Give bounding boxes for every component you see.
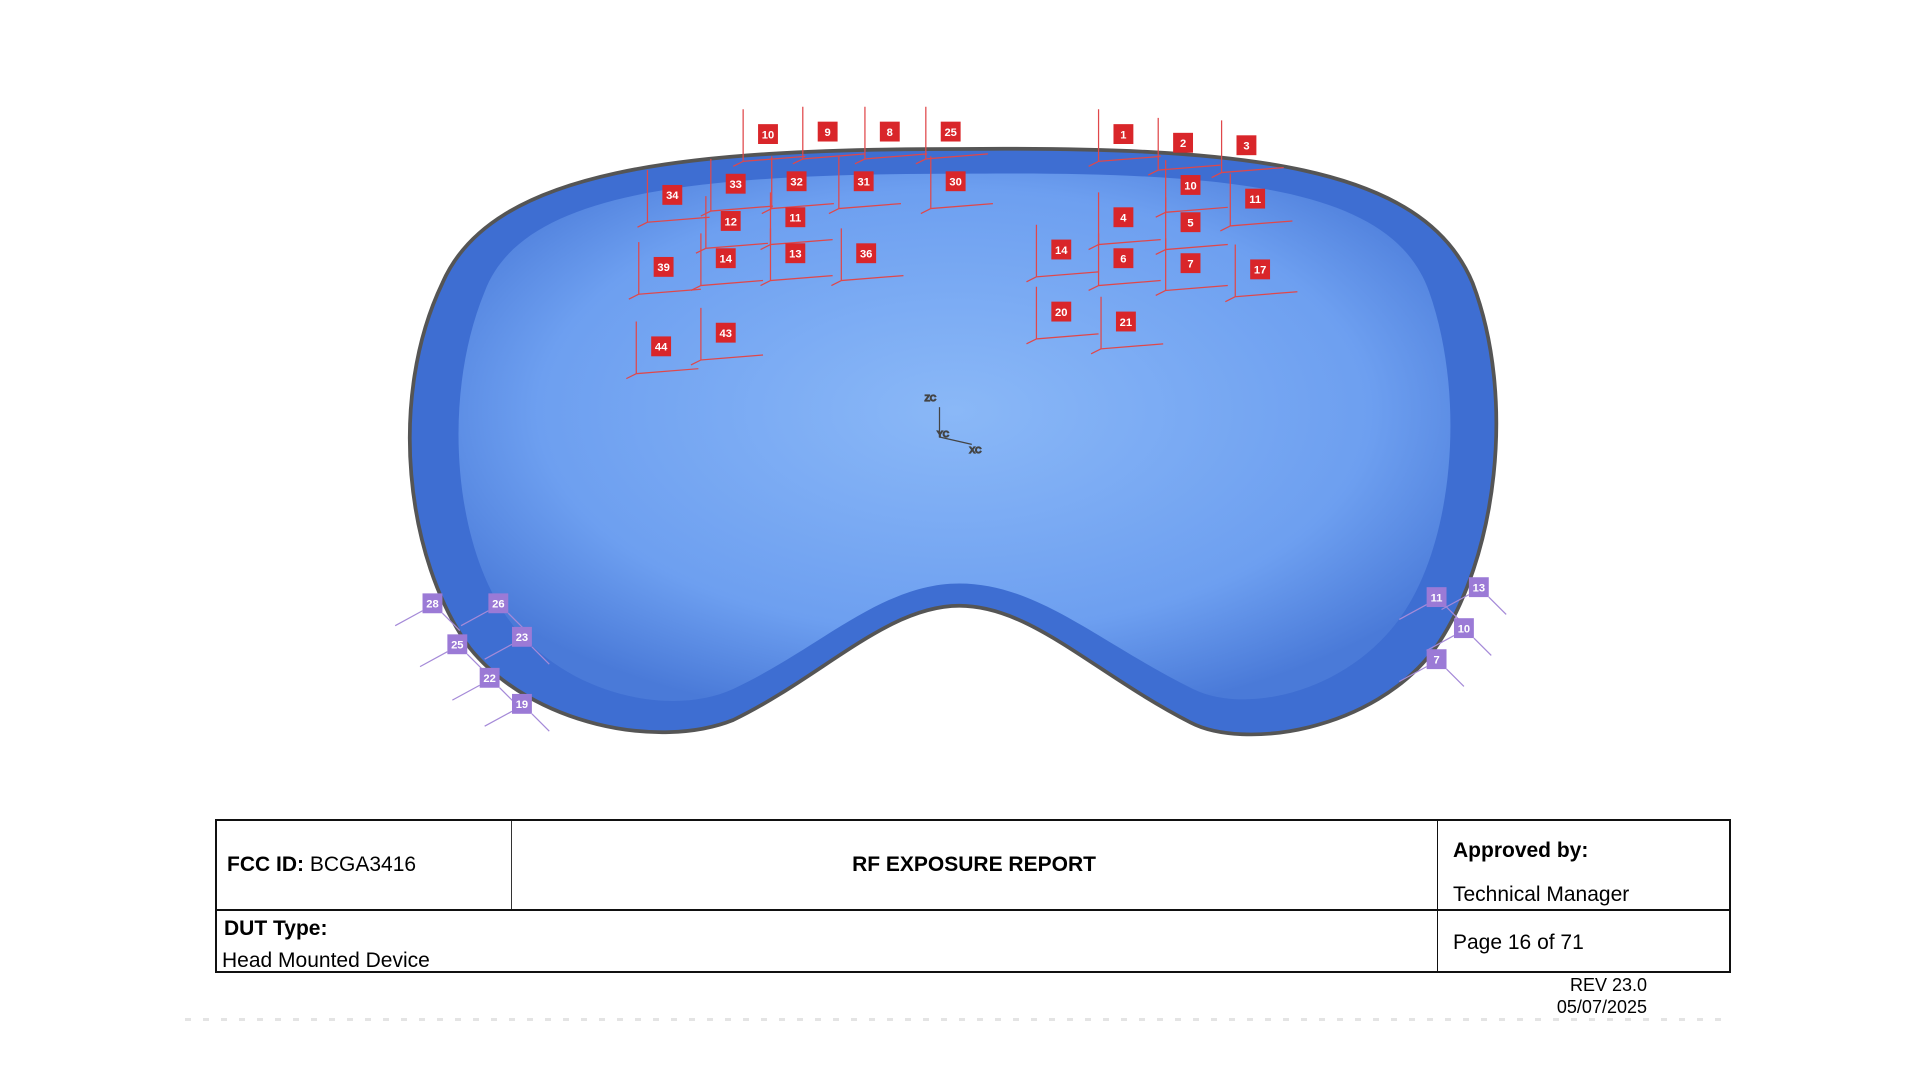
marker-number: 12 xyxy=(725,216,737,228)
red-marker: 4 xyxy=(1088,192,1161,251)
red-marker: 14 xyxy=(690,233,764,292)
purple-marker: 10 xyxy=(1426,618,1492,656)
marker-number: 30 xyxy=(949,177,961,189)
purple-marker: 13 xyxy=(1441,577,1507,615)
purple-marker: 26 xyxy=(460,593,527,632)
approved-by-value: Technical Manager xyxy=(1453,883,1630,906)
faint-footnote-line xyxy=(185,1018,1725,1021)
red-marker: 12 xyxy=(695,196,769,254)
red-marker: 13 xyxy=(760,228,833,287)
marker-number: 13 xyxy=(1473,583,1485,595)
report-footer-table: FCC ID: BCGA3416 RF EXPOSURE REPORT Appr… xyxy=(215,819,1731,973)
red-marker: 36 xyxy=(831,228,904,287)
marker-number: 33 xyxy=(729,179,741,191)
marker-number: 7 xyxy=(1433,655,1439,667)
marker-number: 21 xyxy=(1120,317,1132,329)
red-marker: 39 xyxy=(628,242,701,300)
red-marker: 10 xyxy=(1155,160,1228,218)
red-marker: 20 xyxy=(1026,286,1099,345)
axis-label-xc: XC xyxy=(969,445,981,455)
red-marker: 44 xyxy=(626,321,699,380)
marker-number: 13 xyxy=(789,249,801,261)
marker-number: 17 xyxy=(1254,265,1266,277)
marker-number: 2 xyxy=(1180,138,1186,150)
marker-number: 9 xyxy=(825,127,831,139)
red-marker: 7 xyxy=(1155,238,1228,297)
report-title: RF EXPOSURE REPORT xyxy=(852,853,1096,876)
marker-number: 11 xyxy=(1249,194,1261,206)
marker-number: 28 xyxy=(426,599,438,611)
dut-type-value: Head Mounted Device xyxy=(222,949,430,972)
purple-marker: 28 xyxy=(394,593,461,632)
fcc-id-label: FCC ID: xyxy=(227,853,304,876)
marker-number: 6 xyxy=(1120,254,1126,266)
red-marker: 31 xyxy=(828,156,902,215)
marker-number: 23 xyxy=(516,632,528,644)
marker-number: 5 xyxy=(1187,218,1193,230)
red-marker: 10 xyxy=(732,109,806,167)
marker-number: 1 xyxy=(1120,129,1126,141)
red-marker: 30 xyxy=(920,156,993,215)
purple-marker: 25 xyxy=(419,634,486,673)
marker-number: 39 xyxy=(657,262,669,274)
red-marker: 32 xyxy=(761,156,834,215)
axis-label-zc: ZC xyxy=(925,393,937,403)
marker-number: 11 xyxy=(789,213,801,225)
red-marker: 14 xyxy=(1026,224,1099,283)
marker-number: 14 xyxy=(1055,245,1068,257)
red-marker: 9 xyxy=(792,106,865,165)
red-marker: 3 xyxy=(1211,120,1284,179)
approved-by-label: Approved by: xyxy=(1453,839,1589,862)
divider xyxy=(1437,821,1438,971)
axis-label-yc: YC xyxy=(937,429,949,439)
purple-marker: 7 xyxy=(1399,649,1465,687)
marker-number: 31 xyxy=(857,177,869,189)
purple-marker: 23 xyxy=(484,626,550,665)
red-marker: 43 xyxy=(690,307,764,366)
red-marker: 1 xyxy=(1088,109,1161,167)
marker-number: 22 xyxy=(483,673,495,685)
marker-number: 32 xyxy=(790,177,802,189)
divider xyxy=(511,821,512,909)
marker-number: 10 xyxy=(1184,180,1196,192)
purple-marker: 19 xyxy=(484,693,550,732)
red-marker: 21 xyxy=(1090,296,1164,355)
revision-date: 05/07/2025 xyxy=(1556,997,1647,1017)
headset-lens xyxy=(458,173,1451,701)
red-marker: 8 xyxy=(854,106,928,165)
marker-number: 4 xyxy=(1120,213,1127,225)
coordinate-axes-icon: ZC YC XC xyxy=(924,392,982,455)
red-marker: 6 xyxy=(1088,233,1161,292)
dut-type-label: DUT Type: xyxy=(224,917,328,940)
marker-number: 7 xyxy=(1187,259,1193,271)
marker-number: 8 xyxy=(887,127,893,139)
marker-number: 34 xyxy=(666,190,679,202)
red-marker: 11 xyxy=(1220,173,1293,232)
fcc-id: FCC ID: BCGA3416 xyxy=(227,853,416,877)
marker-number: 19 xyxy=(516,699,528,711)
marker-number: 25 xyxy=(944,127,956,139)
marker-number: 20 xyxy=(1055,307,1067,319)
red-marker: 34 xyxy=(637,170,710,228)
marker-number: 26 xyxy=(492,599,504,611)
red-marker: 33 xyxy=(700,158,774,217)
red-marker: 17 xyxy=(1225,244,1298,303)
red-marker: 2 xyxy=(1147,117,1221,176)
marker-number: 14 xyxy=(720,254,733,266)
divider xyxy=(217,909,1729,911)
marker-number: 44 xyxy=(655,342,668,354)
marker-number: 25 xyxy=(451,640,463,652)
fcc-id-value: BCGA3416 xyxy=(309,853,417,876)
marker-number: 36 xyxy=(860,249,872,261)
red-marker: 25 xyxy=(915,106,989,165)
marker-number: 3 xyxy=(1243,141,1249,153)
page-number: Page 16 of 71 xyxy=(1453,931,1584,954)
marker-number: 10 xyxy=(1458,623,1470,635)
marker-number: 43 xyxy=(720,328,732,340)
marker-number: 10 xyxy=(762,129,774,141)
revision: REV 23.0 xyxy=(1569,975,1647,995)
marker-number: 11 xyxy=(1431,592,1443,604)
